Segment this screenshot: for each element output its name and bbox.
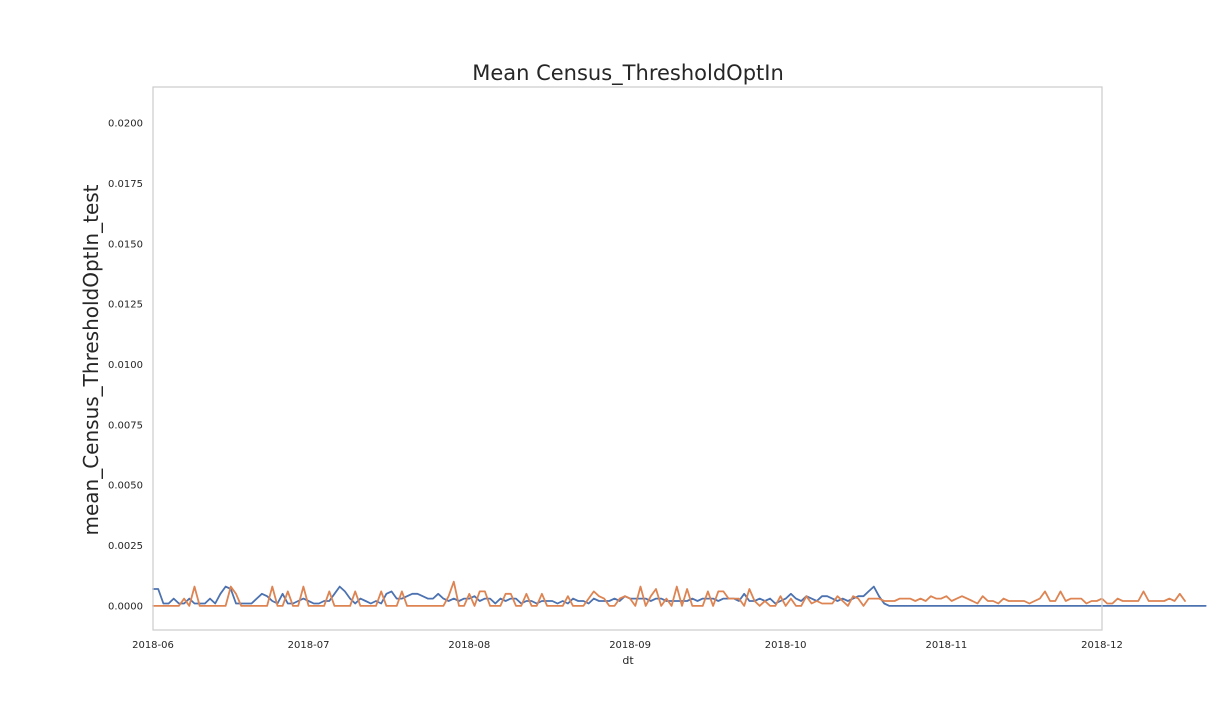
plot-frame xyxy=(152,86,1103,631)
y-tick-label: 0.0125 xyxy=(108,300,143,311)
x-tick-label: 2018-11 xyxy=(926,640,968,651)
y-tick-label: 0.0000 xyxy=(108,601,143,612)
x-tick-label: 2018-06 xyxy=(132,640,174,651)
x-tick-label: 2018-12 xyxy=(1081,640,1123,651)
y-axis-ticks: 0.0000 0.0025 0.0050 0.0075 0.0100 0.0125 0.01… xyxy=(108,119,143,613)
y-tick-label: 0.0025 xyxy=(108,541,143,552)
y-tick-label: 0.0200 xyxy=(108,119,143,130)
y-tick-label: 0.0050 xyxy=(108,481,143,492)
x-axis-ticks: 2018-06 2018-07 2018-08 2018-09 2018-10 2018-… xyxy=(132,640,1123,651)
x-tick-label: 2018-10 xyxy=(765,640,807,651)
series-line-1 xyxy=(152,585,1207,607)
x-tick-label: 2018-08 xyxy=(448,640,490,651)
y-tick-label: 0.0150 xyxy=(108,239,143,250)
x-tick-label: 2018-09 xyxy=(609,640,651,651)
chart-title: Mean Census_ThresholdOptIn xyxy=(472,61,784,86)
y-tick-label: 0.0075 xyxy=(108,420,143,431)
x-axis-label: dt xyxy=(622,654,634,667)
y-axis-label: mean_Census_ThresholdOptIn_test xyxy=(79,184,103,535)
series-line-2 xyxy=(152,580,1186,607)
series-layer xyxy=(152,580,1207,607)
x-tick-label: 2018-07 xyxy=(288,640,330,651)
y-tick-label: 0.0100 xyxy=(108,360,143,371)
y-tick-label: 0.0175 xyxy=(108,179,143,190)
